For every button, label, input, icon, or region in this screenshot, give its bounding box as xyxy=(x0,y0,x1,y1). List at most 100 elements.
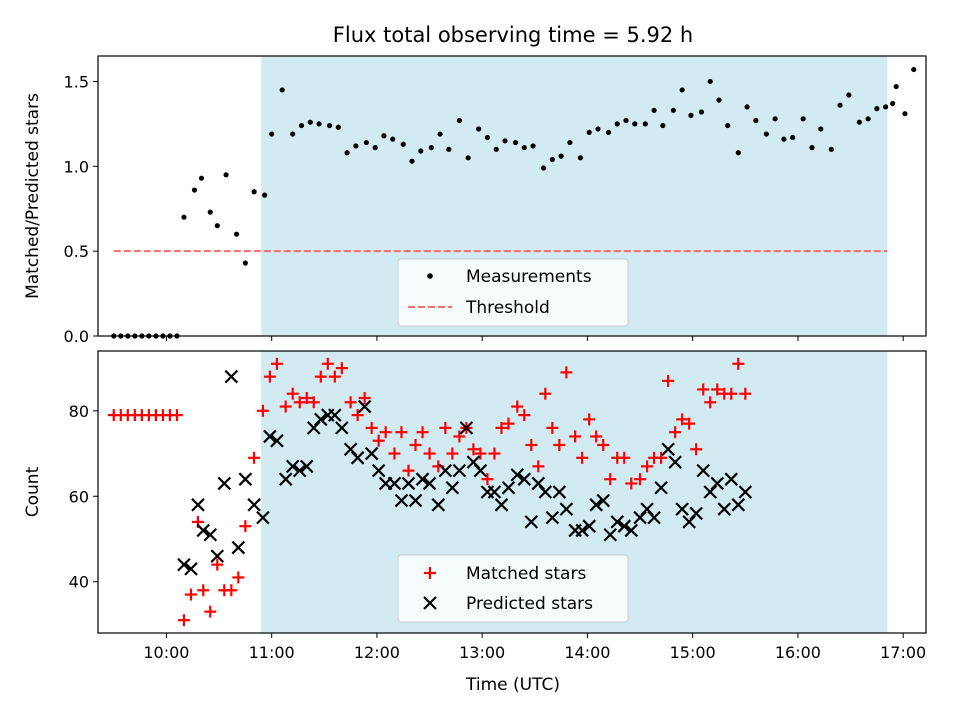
measurement-point xyxy=(307,119,313,125)
predicted-star-point xyxy=(431,498,446,512)
predicted-star-point xyxy=(238,472,253,486)
predicted-star-point xyxy=(401,476,416,491)
top-legend: Measurements Threshold xyxy=(397,258,629,327)
bottom-xtick-label: 16:00 xyxy=(775,643,821,662)
matched-star-point xyxy=(439,421,452,434)
measurement-point xyxy=(191,187,198,193)
matched-star-point xyxy=(704,396,717,409)
matched-star-point xyxy=(239,520,252,533)
matched-star-point xyxy=(170,409,183,422)
matched-star-point xyxy=(184,588,197,601)
bottom-legend-label-0: Matched stars xyxy=(466,564,586,584)
measurement-point xyxy=(605,129,612,135)
top-legend-label-0: Measurements xyxy=(466,267,592,287)
measurement-point xyxy=(181,214,187,220)
bottom-ytick-label: 40 xyxy=(69,573,89,592)
matched-star-point xyxy=(293,396,306,409)
matched-star-point xyxy=(225,584,238,597)
matched-star-point xyxy=(335,362,348,375)
measurement-point xyxy=(660,122,666,129)
measurement-point xyxy=(400,141,406,147)
matched-star-point xyxy=(388,447,401,460)
measurement-point xyxy=(688,112,694,118)
predicted-star-point xyxy=(731,498,746,512)
predicted-star-point xyxy=(589,498,603,512)
predicted-star-point xyxy=(524,515,539,529)
measurement-point xyxy=(725,122,731,129)
measurement-point xyxy=(409,158,415,164)
bottom-xlabel: Time (UTC) xyxy=(465,675,560,695)
matched-star-point xyxy=(683,417,696,430)
matched-star-point xyxy=(279,400,292,413)
matched-star-point xyxy=(725,387,738,400)
matched-star-point xyxy=(204,605,217,618)
measurement-point xyxy=(614,121,620,127)
matched-star-point xyxy=(177,614,190,627)
matched-star-point xyxy=(546,421,559,434)
matched-stars-legend-marker xyxy=(424,567,436,579)
matched-star-point xyxy=(409,439,422,451)
predicted-star-point xyxy=(647,510,661,525)
predicted-star-point xyxy=(582,519,596,533)
predicted-star-point xyxy=(459,421,474,435)
measurement-point xyxy=(567,139,573,146)
matched-star-point xyxy=(402,464,415,477)
predicted-star-point xyxy=(559,502,574,516)
predicted-star-point xyxy=(654,480,668,495)
bottom-ytick-label: 60 xyxy=(69,487,89,506)
bottom-legend: Matched stars Predicted stars xyxy=(397,554,629,623)
matched-star-point xyxy=(676,413,689,426)
matched-star-point xyxy=(511,400,524,413)
matched-star-point xyxy=(690,443,703,456)
measurement-point xyxy=(418,148,424,154)
matched-star-point xyxy=(560,366,573,379)
matched-star-point xyxy=(495,421,508,434)
matched-star-point xyxy=(365,421,378,434)
predicted-star-point xyxy=(270,433,284,448)
predicted-star-point xyxy=(717,502,732,516)
matched-star-point xyxy=(634,473,647,486)
predicted-star-point xyxy=(299,459,314,474)
matched-star-point xyxy=(395,426,408,439)
matched-star-point xyxy=(618,451,631,464)
measurement-point xyxy=(493,146,499,152)
matched-star-point xyxy=(697,383,710,396)
top-ytick-label: 1.5 xyxy=(64,72,89,91)
predicted-star-point xyxy=(184,562,198,576)
measurement-point xyxy=(790,134,796,141)
matched-star-point xyxy=(314,370,327,383)
measurement-point xyxy=(381,133,387,139)
matched-star-point xyxy=(553,439,566,451)
measurement-point xyxy=(198,175,205,181)
measurement-point xyxy=(716,97,722,103)
measurement-point xyxy=(290,131,296,137)
predicted-star-point xyxy=(675,502,689,516)
predicted-star-point xyxy=(203,527,218,542)
matched-star-point xyxy=(286,387,299,400)
matched-star-point xyxy=(467,443,480,456)
predicted-star-point xyxy=(422,476,437,491)
predicted-star-point xyxy=(617,519,632,533)
measurement-point xyxy=(465,155,471,161)
matched-star-point xyxy=(625,477,638,490)
bottom-xtick-label: 17:00 xyxy=(880,643,926,662)
predicted-star-point xyxy=(231,540,246,555)
predicted-star-point xyxy=(710,476,725,491)
predicted-star-point xyxy=(494,498,509,512)
matched-star-point xyxy=(539,387,552,400)
predicted-star-point xyxy=(387,476,402,491)
predicted-star-point xyxy=(501,480,516,495)
measurement-point xyxy=(911,66,917,73)
predicted-star-point xyxy=(364,446,379,461)
measurement-point xyxy=(846,92,852,98)
predicted-star-point xyxy=(510,468,525,482)
measurement-point xyxy=(484,134,491,141)
matched-star-point xyxy=(532,460,545,473)
top-panel: 0.0 0.5 1.0 1.5 Matched/Predicted stars Mea… xyxy=(23,55,927,346)
matched-star-point xyxy=(416,426,429,439)
measurement-point xyxy=(828,146,834,152)
measurement-point xyxy=(502,138,508,144)
matched-star-point xyxy=(576,451,589,464)
top-ytick-label: 1.0 xyxy=(64,157,89,176)
chart-title: Flux total observing time = 5.92 h xyxy=(333,23,693,47)
